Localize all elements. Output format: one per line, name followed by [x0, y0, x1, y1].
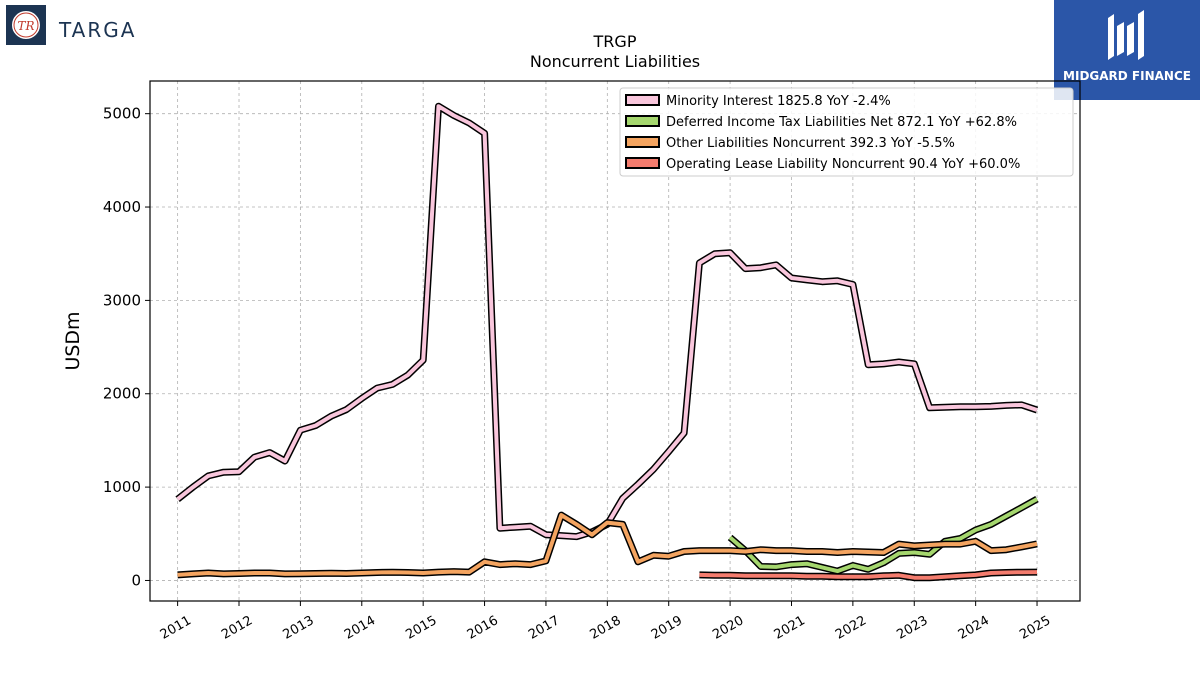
y-tick-label: 3000: [103, 291, 141, 309]
y-tick-label: 4000: [103, 198, 141, 216]
legend-entry: Minority Interest 1825.8 YoY -2.4%: [666, 94, 891, 109]
x-tick-label: 2015: [403, 613, 439, 643]
series-line-fill: [699, 570, 1038, 580]
legend-box: [619, 87, 1074, 177]
series-line: [177, 511, 1038, 579]
targa-wordmark: TARGA: [59, 18, 137, 42]
legend-entry: Deferred Income Tax Liabilities Net 872.…: [666, 115, 1017, 130]
x-tick-label: 2018: [587, 613, 623, 643]
series-lines: [175, 102, 1039, 582]
legend-entry: Operating Lease Liability Noncurrent 90.…: [666, 157, 1020, 172]
x-tick-label: 2020: [710, 613, 746, 643]
targa-emblem-icon: TR: [6, 5, 46, 45]
legend-swatch: [625, 94, 660, 106]
legend-swatch: [625, 115, 660, 127]
svg-text:TR: TR: [17, 19, 34, 33]
x-tick-label: 2019: [649, 613, 685, 643]
y-tick-label: 1000: [103, 478, 141, 496]
legend: Minority Interest 1825.8 YoY -2.4% Deferr…: [619, 87, 1074, 177]
x-tick-label: 2013: [281, 613, 317, 643]
y-tick-label: 0: [131, 571, 141, 589]
x-tick-label: 2014: [342, 613, 378, 643]
series-line: [727, 496, 1039, 575]
x-tick-label: 2022: [833, 613, 869, 643]
midgard-emblem-icon: [1108, 10, 1144, 60]
x-tick-label: 2023: [894, 613, 930, 643]
targa-logo: TR TARGA: [6, 5, 166, 47]
x-tick-label: 2021: [772, 613, 808, 643]
legend-entry: Other Liabilities Noncurrent 392.3 YoY -…: [666, 136, 955, 151]
series-line-fill: [728, 497, 1038, 574]
x-tick-label: 2012: [219, 613, 255, 643]
midgard-finance-logo: MIDGARD FINANCE: [1054, 0, 1200, 100]
chart-subtitle: Noncurrent Liabilities: [530, 52, 700, 71]
legend-swatch: [625, 157, 660, 169]
y-tick-label: 2000: [103, 385, 141, 403]
series-line-outline: [727, 496, 1039, 575]
grid-lines: [150, 81, 1080, 601]
x-tick-label: 2017: [526, 613, 562, 643]
plot-frame: [149, 80, 1081, 602]
x-axis-ticks: 2011 2012 2013 2014 2015 2016 2017 2018 2019 2020…: [158, 601, 1053, 643]
y-tick-label: 5000: [103, 105, 141, 123]
x-tick-label: 2025: [1017, 613, 1053, 643]
series-line-fill: [177, 513, 1038, 577]
x-tick-label: 2011: [158, 613, 194, 643]
chart-title: TRGP: [593, 32, 637, 51]
series-line: [699, 568, 1038, 582]
x-tick-label: 2024: [956, 613, 992, 643]
legend-swatch: [625, 136, 660, 148]
x-tick-label: 2016: [465, 613, 501, 643]
y-axis-label: USDm: [62, 311, 84, 370]
y-axis-ticks: 0 1000 2000 3000 4000 5000: [103, 105, 150, 589]
midgard-wordmark: MIDGARD FINANCE: [1063, 69, 1191, 83]
